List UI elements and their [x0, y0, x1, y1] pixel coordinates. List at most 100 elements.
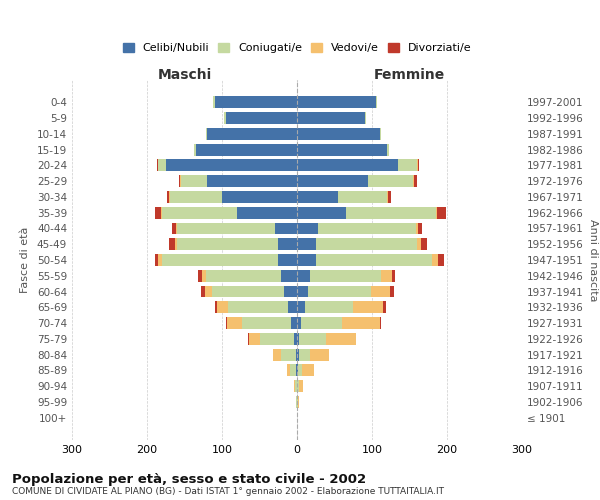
Bar	[172, 222, 176, 234]
Bar	[297, 207, 346, 218]
Bar	[249, 333, 260, 345]
Bar	[383, 302, 386, 313]
Bar	[297, 364, 298, 376]
Bar	[298, 396, 299, 408]
Bar	[346, 207, 436, 218]
Bar	[297, 175, 368, 187]
Bar	[381, 270, 392, 281]
Bar	[278, 254, 297, 266]
Bar	[181, 175, 207, 187]
Bar	[316, 254, 432, 266]
Bar	[310, 348, 329, 360]
Bar	[161, 207, 162, 218]
Bar	[355, 333, 356, 345]
Bar	[162, 207, 237, 218]
Bar	[438, 254, 444, 266]
Text: Maschi: Maschi	[157, 68, 212, 82]
Bar	[162, 254, 278, 266]
Bar	[380, 317, 381, 329]
Bar	[228, 302, 288, 313]
Bar	[437, 207, 446, 218]
Y-axis label: Anni di nascita: Anni di nascita	[587, 219, 598, 301]
Bar	[368, 175, 413, 187]
Bar	[194, 144, 196, 156]
Bar	[198, 270, 202, 281]
Bar	[167, 191, 169, 203]
Bar	[281, 348, 296, 360]
Bar	[297, 112, 365, 124]
Bar	[169, 238, 175, 250]
Bar	[281, 270, 297, 281]
Bar	[418, 222, 421, 234]
Bar	[284, 286, 297, 298]
Bar	[290, 364, 296, 376]
Bar	[318, 222, 415, 234]
Bar	[294, 333, 297, 345]
Bar	[297, 222, 318, 234]
Bar	[155, 207, 161, 218]
Bar	[158, 254, 162, 266]
Bar	[299, 333, 325, 345]
Bar	[242, 317, 291, 329]
Bar	[305, 302, 353, 313]
Bar	[227, 317, 242, 329]
Bar	[297, 191, 338, 203]
Bar	[338, 191, 387, 203]
Bar	[213, 96, 215, 108]
Bar	[175, 238, 177, 250]
Bar	[298, 364, 302, 376]
Bar	[297, 144, 387, 156]
Bar	[212, 286, 284, 298]
Bar	[392, 270, 395, 281]
Bar	[387, 144, 389, 156]
Bar	[196, 144, 297, 156]
Bar	[299, 348, 310, 360]
Bar	[205, 286, 212, 298]
Bar	[294, 380, 295, 392]
Bar	[417, 238, 421, 250]
Bar	[215, 96, 297, 108]
Bar	[296, 348, 297, 360]
Bar	[275, 222, 297, 234]
Bar	[296, 364, 297, 376]
Bar	[297, 348, 299, 360]
Bar	[297, 96, 376, 108]
Bar	[299, 380, 303, 392]
Bar	[170, 191, 222, 203]
Bar	[297, 396, 298, 408]
Bar	[316, 238, 417, 250]
Bar	[388, 191, 391, 203]
Bar	[169, 191, 170, 203]
Bar	[205, 128, 207, 140]
Bar	[217, 302, 228, 313]
Text: Femmine: Femmine	[374, 68, 445, 82]
Bar	[297, 128, 380, 140]
Bar	[288, 302, 297, 313]
Bar	[415, 222, 418, 234]
Bar	[365, 112, 366, 124]
Bar	[177, 222, 275, 234]
Bar	[310, 270, 381, 281]
Bar	[205, 270, 281, 281]
Bar	[155, 254, 158, 266]
Bar	[296, 396, 297, 408]
Bar	[226, 112, 297, 124]
Text: COMUNE DI CIVIDATE AL PIANO (BG) - Dati ISTAT 1° gennaio 2002 - Elaborazione TUT: COMUNE DI CIVIDATE AL PIANO (BG) - Dati …	[12, 488, 444, 496]
Bar	[398, 160, 417, 172]
Bar	[291, 317, 297, 329]
Bar	[436, 207, 437, 218]
Bar	[421, 238, 427, 250]
Bar	[207, 128, 297, 140]
Bar	[297, 160, 398, 172]
Bar	[353, 302, 383, 313]
Bar	[202, 270, 205, 281]
Text: Popolazione per età, sesso e stato civile - 2002: Popolazione per età, sesso e stato civil…	[12, 472, 366, 486]
Bar	[179, 175, 180, 187]
Bar	[342, 317, 380, 329]
Bar	[387, 191, 388, 203]
Bar	[224, 112, 226, 124]
Bar	[287, 364, 290, 376]
Bar	[273, 348, 281, 360]
Bar	[297, 380, 299, 392]
Bar	[297, 286, 308, 298]
